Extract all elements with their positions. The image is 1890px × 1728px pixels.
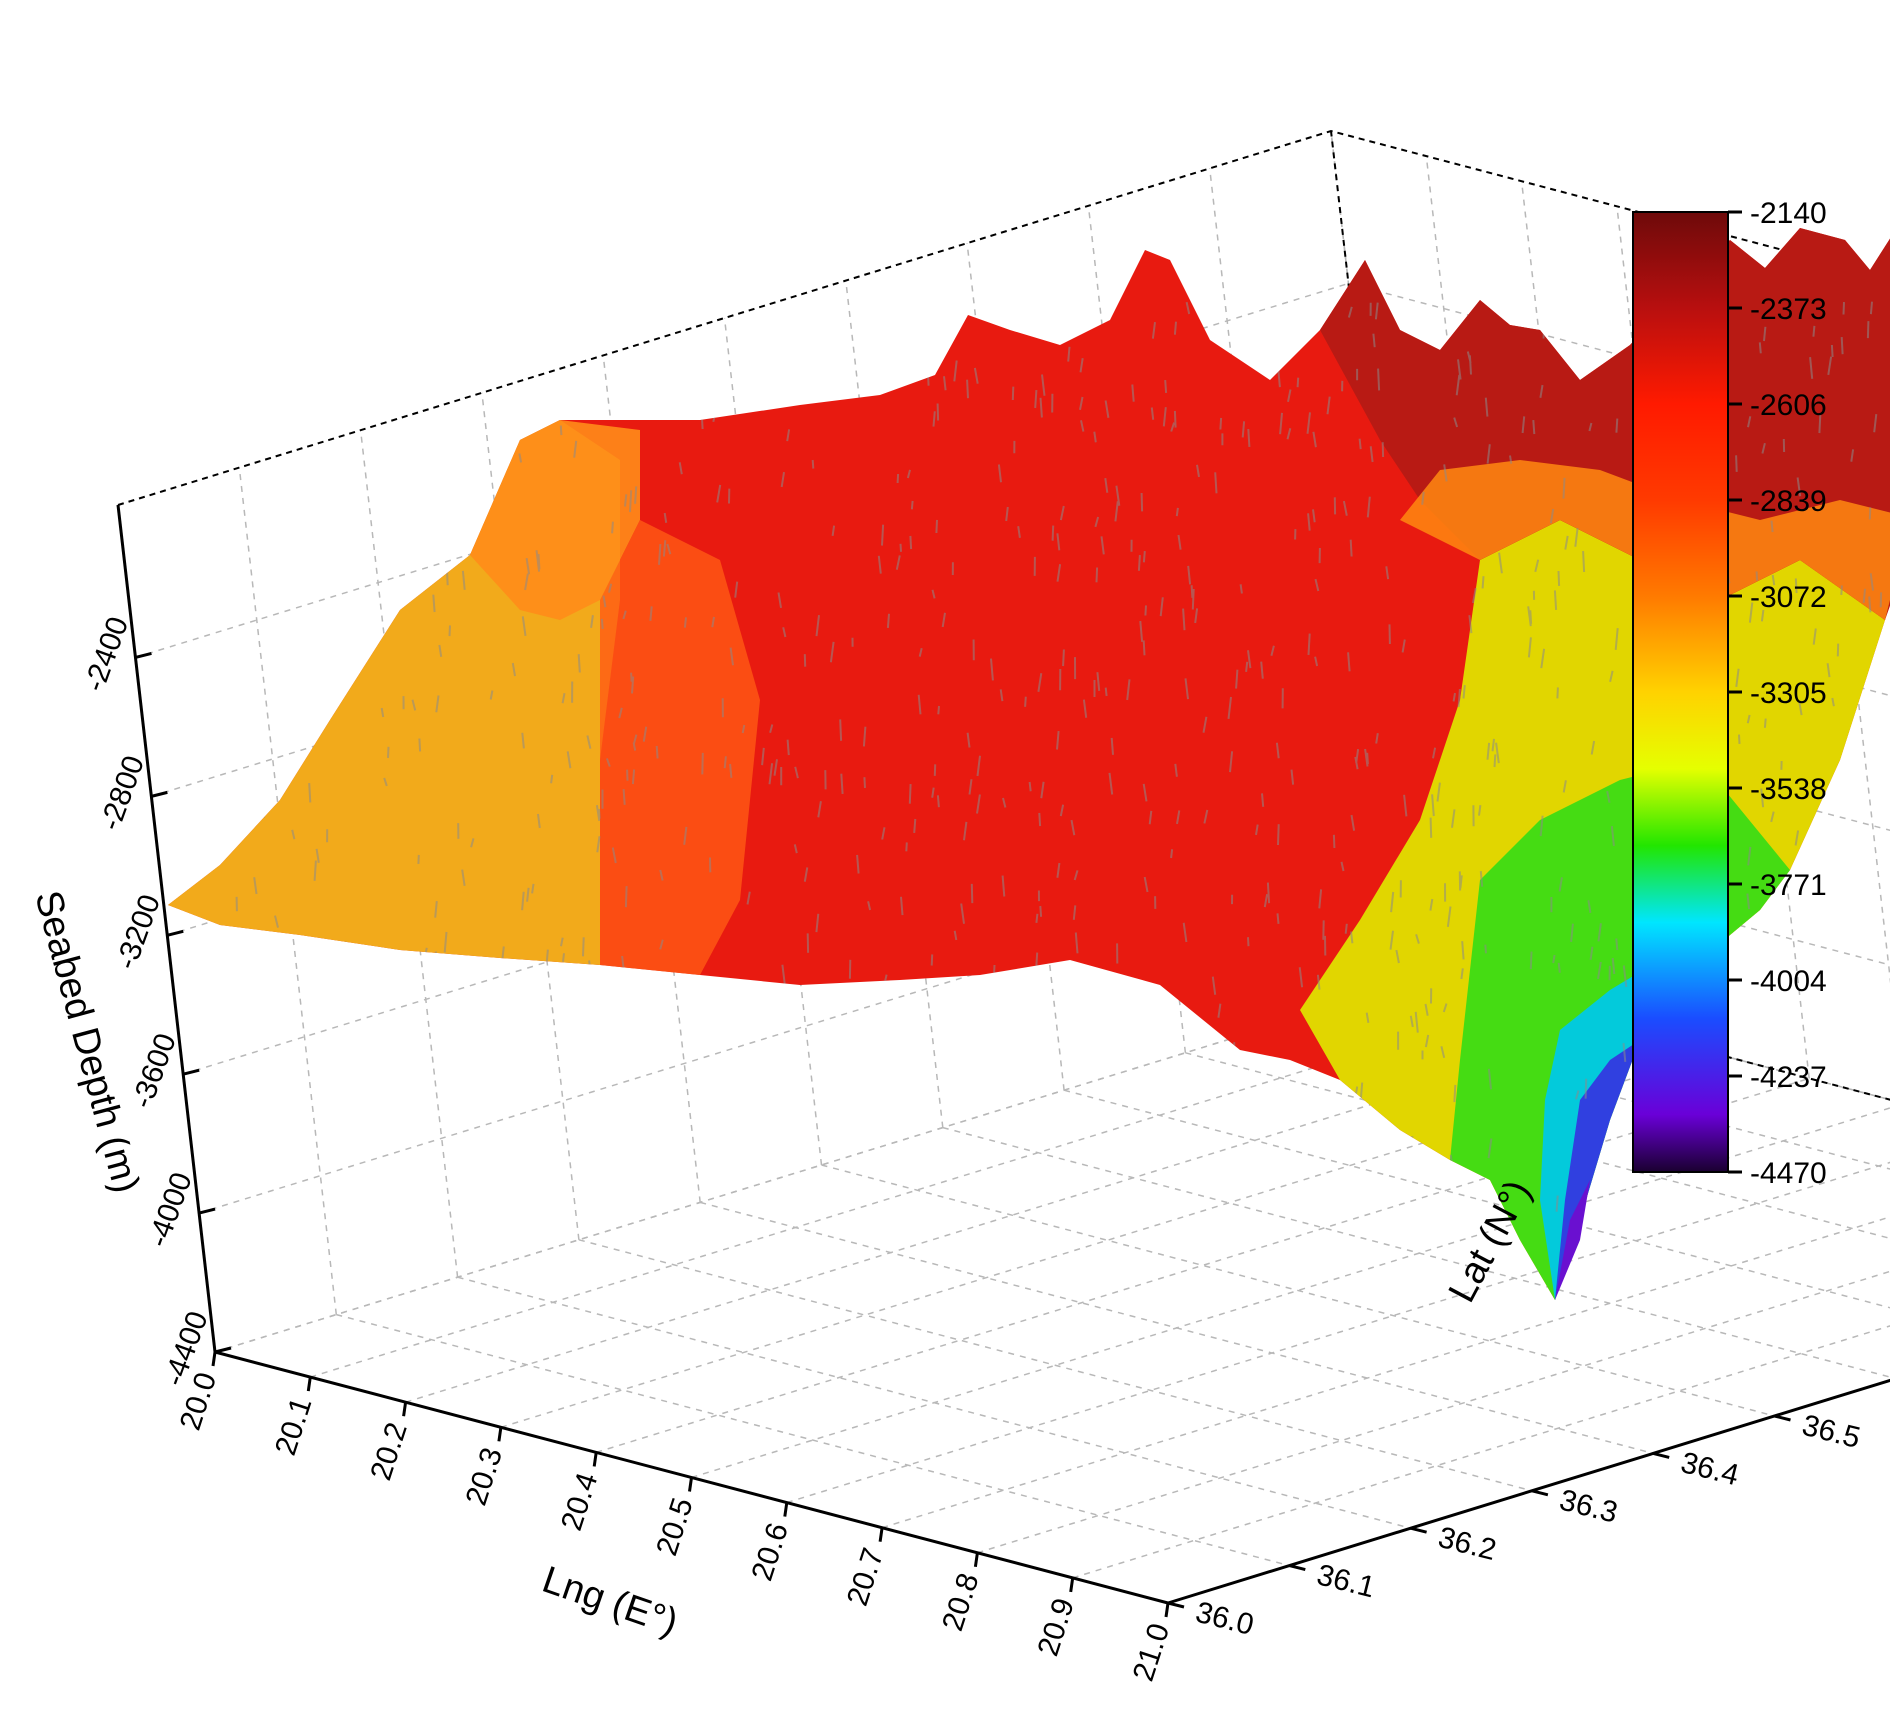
y-tick-label: 36.1 — [1314, 1558, 1379, 1604]
x-tick-mark — [1166, 1603, 1168, 1617]
x-tick-label: 21.0 — [1127, 1619, 1176, 1685]
y-tick-mark — [1532, 1491, 1548, 1495]
z-tick-mark — [151, 792, 167, 796]
z-axis-ticks: -4400-4000-3600-3200-2800-2400 — [78, 613, 231, 1391]
x-tick-label: 20.7 — [841, 1544, 890, 1610]
y-tick-label: 36.5 — [1799, 1409, 1864, 1455]
x-tick-mark — [499, 1427, 501, 1441]
z-tick-label: -2800 — [94, 751, 151, 834]
x-tick-label: 20.9 — [1031, 1594, 1080, 1660]
colorbar-label: -4470 — [1750, 1157, 1827, 1190]
z-tick-label: -3200 — [110, 890, 167, 973]
colorbar-label: -2606 — [1750, 389, 1827, 422]
x-tick-mark — [308, 1377, 310, 1391]
x-axis-title: Lng (E°) — [537, 1559, 683, 1644]
x-tick-mark — [975, 1553, 977, 1567]
colorbar-gradient — [1633, 212, 1728, 1172]
colorbar-label: -2373 — [1750, 293, 1827, 326]
z-tick-mark — [167, 931, 183, 935]
x-tick-label: 20.4 — [555, 1469, 604, 1535]
colorbar-label: -3305 — [1750, 677, 1827, 710]
y-tick-label: 36.2 — [1435, 1521, 1500, 1567]
y-tick-label: 36.3 — [1556, 1484, 1621, 1530]
z-tick-mark — [183, 1070, 199, 1074]
y-tick-mark — [1289, 1566, 1305, 1570]
y-tick-mark — [1411, 1528, 1427, 1532]
depth-surface — [168, 215, 1890, 1300]
colorbar-label: -4004 — [1750, 965, 1827, 998]
y-tick-mark — [1168, 1603, 1184, 1607]
x-tick-label: 20.6 — [746, 1519, 795, 1585]
colorbar-label: -2839 — [1750, 485, 1827, 518]
x-tick-mark — [404, 1402, 406, 1416]
x-tick-mark — [880, 1528, 882, 1542]
x-tick-label: 20.1 — [269, 1394, 318, 1460]
floor-grid-line — [943, 1128, 1890, 1379]
floor-grid-line — [822, 1165, 1775, 1416]
y-tick-label: 36.4 — [1678, 1446, 1743, 1492]
colorbar-label: -3538 — [1750, 773, 1827, 806]
z-tick-label: -4000 — [142, 1168, 199, 1251]
z-tick-mark — [199, 1209, 215, 1213]
colorbar-label: -4237 — [1750, 1061, 1827, 1094]
z-tick-label: -3600 — [126, 1029, 183, 1112]
x-tick-mark — [594, 1452, 596, 1466]
colorbar-label: -2140 — [1750, 197, 1827, 230]
z-tick-mark — [215, 1348, 231, 1352]
x-tick-mark — [213, 1352, 215, 1366]
floor-grid-line — [787, 1129, 1890, 1503]
colorbar-label: -3771 — [1750, 869, 1827, 902]
floor-grid-line — [579, 1240, 1532, 1491]
x-tick-mark — [690, 1478, 692, 1492]
x-tick-mark — [1071, 1578, 1073, 1592]
x-tick-label: 20.3 — [460, 1444, 509, 1510]
floor-grid-line — [977, 1179, 1890, 1553]
x-tick-label: 20.2 — [364, 1419, 413, 1485]
x-tick-label: 20.8 — [936, 1569, 985, 1635]
y-tick-mark — [1775, 1416, 1791, 1420]
y-tick-mark — [1653, 1453, 1669, 1457]
x-tick-label: 20.5 — [650, 1494, 699, 1560]
z-tick-mark — [135, 653, 151, 657]
z-tick-label: -2400 — [78, 613, 135, 696]
x-tick-mark — [785, 1503, 787, 1517]
floor-grid-line — [596, 1078, 1809, 1452]
floor-grid-line — [336, 1315, 1289, 1566]
colorbar-label: -3072 — [1750, 581, 1827, 614]
y-tick-label: 36.0 — [1192, 1596, 1257, 1642]
